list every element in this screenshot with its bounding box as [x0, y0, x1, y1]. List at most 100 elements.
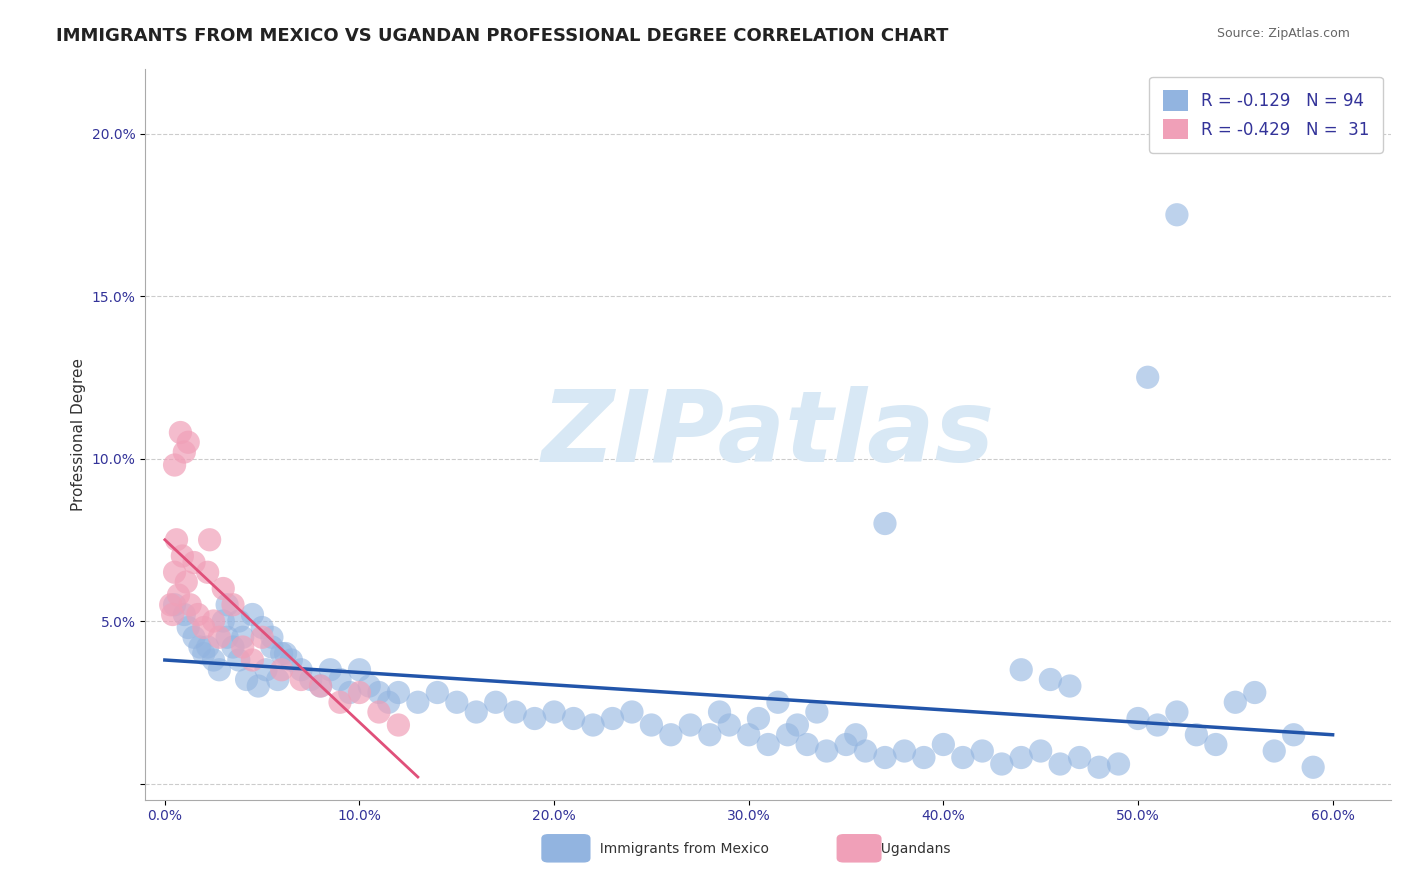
Point — [159, 598, 181, 612]
Point — [1049, 757, 1071, 772]
Point — [274, 647, 297, 661]
Point — [173, 607, 195, 622]
Point — [359, 679, 381, 693]
Point — [250, 630, 273, 644]
Point — [465, 705, 488, 719]
Point — [270, 647, 292, 661]
Point — [163, 458, 186, 472]
Point — [523, 712, 546, 726]
Point — [815, 744, 838, 758]
Point — [208, 630, 231, 644]
Point — [177, 435, 200, 450]
Point — [766, 695, 789, 709]
Point — [208, 663, 231, 677]
Point — [368, 685, 391, 699]
Point — [1282, 728, 1305, 742]
Text: Source: ZipAtlas.com: Source: ZipAtlas.com — [1216, 27, 1350, 40]
Point — [212, 582, 235, 596]
Point — [198, 533, 221, 547]
Point — [912, 750, 935, 764]
Point — [990, 757, 1012, 772]
Y-axis label: Professional Degree: Professional Degree — [72, 358, 86, 510]
Point — [173, 445, 195, 459]
Point — [270, 663, 292, 677]
Point — [1010, 750, 1032, 764]
Point — [228, 653, 250, 667]
Point — [1166, 208, 1188, 222]
Point — [796, 738, 818, 752]
Point — [368, 705, 391, 719]
Point — [1010, 663, 1032, 677]
Point — [709, 705, 731, 719]
Point — [806, 705, 828, 719]
Point — [260, 640, 283, 654]
Point — [202, 614, 225, 628]
Point — [202, 653, 225, 667]
Point — [260, 630, 283, 644]
Point — [1108, 757, 1130, 772]
Point — [193, 647, 215, 661]
Point — [1146, 718, 1168, 732]
Text: Immigrants from Mexico: Immigrants from Mexico — [591, 842, 769, 856]
Point — [217, 630, 239, 644]
Point — [247, 679, 270, 693]
Point — [349, 685, 371, 699]
Point — [873, 750, 896, 764]
Point — [339, 685, 361, 699]
Point — [242, 653, 264, 667]
Point — [329, 673, 352, 687]
Point — [602, 712, 624, 726]
Point — [562, 712, 585, 726]
Point — [446, 695, 468, 709]
Point — [1243, 685, 1265, 699]
Point — [893, 744, 915, 758]
Point — [387, 718, 409, 732]
Point — [212, 614, 235, 628]
Point — [309, 679, 332, 693]
Point — [197, 640, 219, 654]
Point — [503, 705, 526, 719]
Point — [228, 614, 250, 628]
Point — [232, 630, 254, 644]
Point — [166, 533, 188, 547]
Point — [329, 695, 352, 709]
Point — [235, 673, 257, 687]
Point — [183, 630, 205, 644]
Point — [1263, 744, 1285, 758]
Point — [280, 653, 302, 667]
Point — [932, 738, 955, 752]
Point — [640, 718, 662, 732]
Point — [1069, 750, 1091, 764]
Point — [217, 598, 239, 612]
Point — [952, 750, 974, 764]
Point — [177, 620, 200, 634]
Point — [1029, 744, 1052, 758]
Point — [543, 705, 565, 719]
Point — [167, 588, 190, 602]
Point — [222, 640, 245, 654]
Point — [163, 566, 186, 580]
Point — [1185, 728, 1208, 742]
Point — [699, 728, 721, 742]
Point — [254, 663, 277, 677]
Point — [972, 744, 994, 758]
Text: IMMIGRANTS FROM MEXICO VS UGANDAN PROFESSIONAL DEGREE CORRELATION CHART: IMMIGRANTS FROM MEXICO VS UGANDAN PROFES… — [56, 27, 949, 45]
Text: ZIPatlas: ZIPatlas — [541, 385, 995, 483]
Point — [1166, 705, 1188, 719]
Point — [738, 728, 761, 742]
Point — [174, 574, 197, 589]
Point — [377, 695, 399, 709]
Point — [1302, 760, 1324, 774]
Point — [756, 738, 779, 752]
Point — [776, 728, 799, 742]
Point — [162, 607, 184, 622]
Point — [620, 705, 643, 719]
Point — [1225, 695, 1247, 709]
Legend: R = -0.129   N = 94, R = -0.429   N =  31: R = -0.129 N = 94, R = -0.429 N = 31 — [1149, 77, 1382, 153]
Point — [187, 607, 209, 622]
Point — [1039, 673, 1062, 687]
Point — [197, 566, 219, 580]
Point — [855, 744, 877, 758]
Point — [406, 695, 429, 709]
Point — [169, 425, 191, 440]
